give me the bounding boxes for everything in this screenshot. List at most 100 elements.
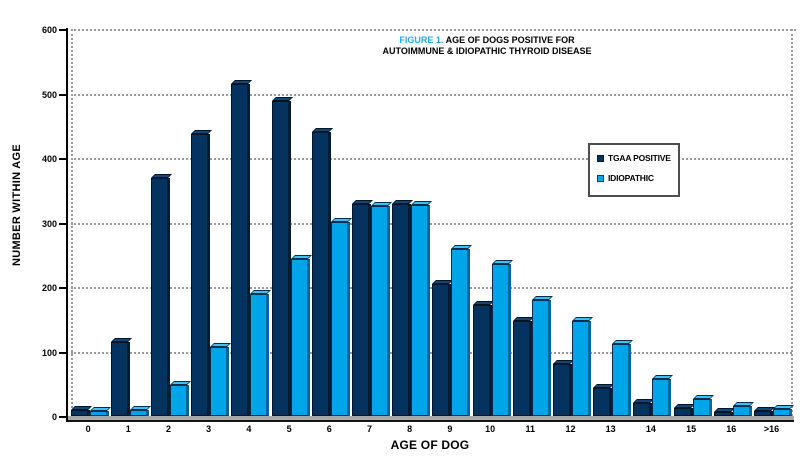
bar-tgaa <box>713 408 735 416</box>
bar-idiopathic <box>169 381 191 416</box>
y-tick-label: 100 <box>41 347 57 358</box>
bar-idiopathic <box>290 255 312 416</box>
bar-idiopathic <box>210 343 232 416</box>
bar-tgaa <box>231 80 253 416</box>
y-axis-tick <box>59 351 66 354</box>
y-tick-label: 500 <box>41 89 57 100</box>
x-tick-label: 4 <box>246 424 252 434</box>
x-tick-label: 14 <box>645 424 656 434</box>
gridline <box>71 93 792 96</box>
bar-tgaa <box>552 360 574 416</box>
figure-number: FIGURE 1. <box>399 35 444 45</box>
x-tick-label: 15 <box>686 424 697 434</box>
bar-3d-cap <box>110 338 132 342</box>
plot-border-right <box>791 29 793 416</box>
baseline-strip <box>68 416 794 422</box>
y-tick-label: 300 <box>41 218 57 229</box>
bar-3d-cap <box>290 255 312 259</box>
x-axis-label: AGE OF DOG <box>390 438 470 452</box>
bar-3d-cap <box>552 360 574 364</box>
x-tick-label: 1 <box>125 424 131 434</box>
y-axis-tick <box>59 287 66 289</box>
legend-item: IDIOPATHIC <box>597 173 678 183</box>
bar-tgaa <box>70 406 92 416</box>
bar-3d-cap <box>432 280 454 284</box>
bar-idiopathic <box>330 218 352 416</box>
bar-tgaa <box>392 200 414 416</box>
x-tick-label: 3 <box>206 424 212 434</box>
bar-tgaa <box>593 384 615 416</box>
x-tick-label: 12 <box>565 424 576 434</box>
bar-3d-cap <box>370 202 392 206</box>
x-tick-label: 7 <box>366 424 372 434</box>
bar-3d-cap <box>89 407 111 411</box>
bar-3d-cap <box>472 301 494 305</box>
bar-tgaa <box>150 174 172 416</box>
y-axis-tick <box>59 29 66 31</box>
bar-tgaa <box>753 407 775 416</box>
legend-label: IDIOPATHIC <box>608 173 654 183</box>
figure-title-line1: AGE OF DOGS POSITIVE FOR <box>443 35 575 45</box>
x-tick-label: 2 <box>165 424 171 434</box>
bar-3d-cap <box>713 408 735 412</box>
bar-idiopathic <box>411 201 433 416</box>
y-axis-tick <box>59 93 66 96</box>
y-tick-label: 600 <box>41 25 57 35</box>
bar-3d-cap <box>593 384 615 388</box>
legend: TGAA POSITIVE IDIOPATHIC <box>588 143 680 197</box>
bar-tgaa <box>633 399 655 416</box>
legend-label: TGAA POSITIVE <box>608 153 671 163</box>
legend-item: TGAA POSITIVE <box>597 153 678 163</box>
bar-idiopathic <box>451 245 473 416</box>
bar-idiopathic <box>129 406 151 416</box>
bar-3d-cap <box>772 405 794 409</box>
bar-3d-cap <box>512 317 534 321</box>
gridline <box>71 158 792 160</box>
x-tick-label: >16 <box>763 424 780 434</box>
y-tick-label: 0 <box>51 412 57 422</box>
bar-3d-cap <box>652 375 674 379</box>
gridline <box>71 222 792 225</box>
bar-3d-cap <box>392 200 414 204</box>
bar-3d-cap <box>191 130 213 134</box>
bar-tgaa <box>512 317 534 416</box>
bar-tgaa <box>351 200 373 416</box>
bar-3d-cap <box>150 174 172 178</box>
bar-3d-cap <box>411 201 433 205</box>
bar-3d-cap <box>692 395 714 399</box>
legend-swatch-tgaa <box>597 154 604 162</box>
y-tick-label: 400 <box>41 154 57 164</box>
bar-3d-cap <box>70 406 92 410</box>
bar-3d-cap <box>271 97 293 101</box>
bar-3d-cap <box>330 218 352 222</box>
x-tick-label: 0 <box>85 424 91 434</box>
bar-3d-cap <box>351 200 373 204</box>
bar-tgaa <box>432 280 454 416</box>
bar-idiopathic <box>692 395 714 416</box>
x-tick-label: 16 <box>726 424 737 434</box>
y-axis-tick <box>59 222 66 225</box>
bar-idiopathic <box>89 407 111 416</box>
bar-3d-cap <box>210 343 232 347</box>
bar-3d-cap <box>231 80 253 84</box>
bar-3d-cap <box>531 296 553 300</box>
bar-3d-cap <box>129 406 151 410</box>
bar-3d-cap <box>633 399 655 403</box>
bar-idiopathic <box>732 402 754 416</box>
y-tick-label: 200 <box>41 283 57 293</box>
x-tick-label: 5 <box>286 424 292 434</box>
bar-3d-cap <box>250 290 272 294</box>
x-tick-label: 6 <box>326 424 332 434</box>
bar-3d-cap <box>732 402 754 406</box>
gridline <box>71 287 792 289</box>
bar-3d-cap <box>753 407 775 411</box>
bar-3d-cap <box>451 245 473 249</box>
figure-title-line2: AUTOIMMUNE & IDIOPATHIC THYROID DISEASE <box>382 46 592 56</box>
bar-tgaa <box>472 301 494 416</box>
x-tick-label: 10 <box>485 424 496 434</box>
legend-swatch-idiopathic <box>597 174 604 182</box>
x-tick-label: 11 <box>525 424 536 434</box>
y-axis-tick <box>59 158 66 160</box>
bar-3d-cap <box>311 128 333 132</box>
